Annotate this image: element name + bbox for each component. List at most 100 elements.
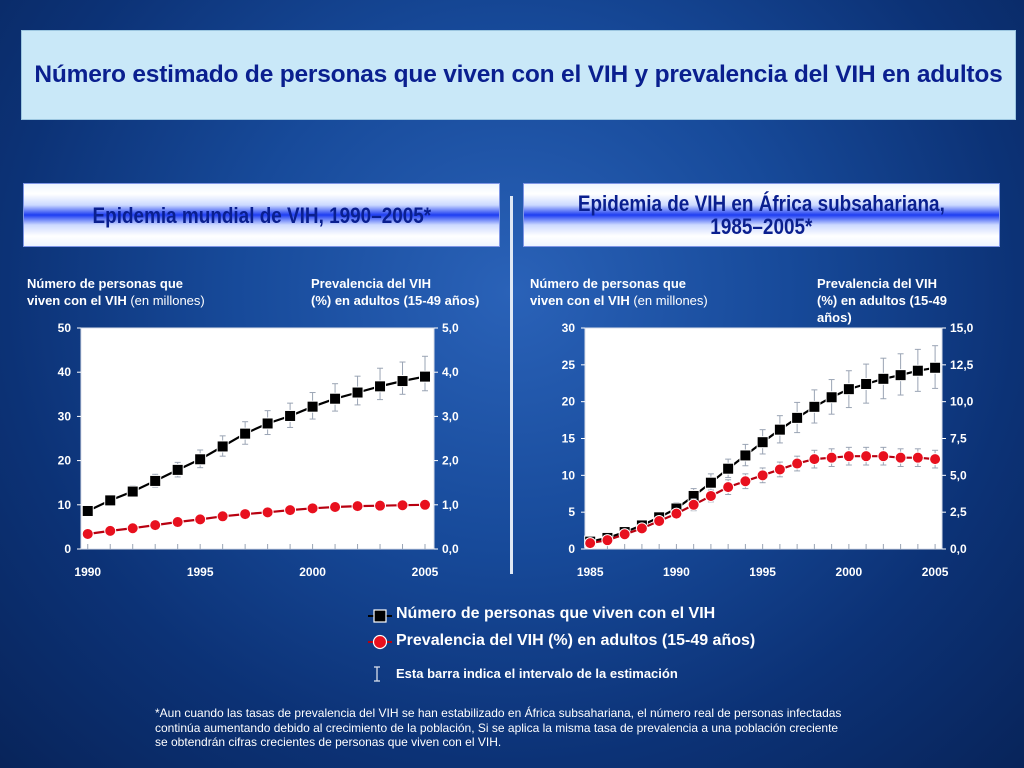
left-people-point — [216, 440, 229, 453]
right-people-point — [704, 476, 717, 489]
right-people-point — [825, 391, 838, 404]
right-x-tick-label: 2005 — [922, 565, 949, 579]
right-prevalence-point — [860, 450, 873, 463]
title-banner: Número estimado de personas que viven co… — [21, 30, 1016, 120]
left-prevalence-point — [396, 499, 409, 512]
left-prevalence-point — [149, 519, 162, 532]
left-people-point — [194, 453, 207, 466]
right-prevalence-point — [791, 457, 804, 470]
left-panel-title: Epidemia mundial de VIH, 1990–2005* — [23, 183, 500, 247]
right-prevalence-point — [670, 507, 683, 520]
right-y-left-tick-label: 5 — [568, 505, 575, 519]
right-y-right-tick-label: 5,0 — [950, 468, 967, 482]
right-y-left-tick-label: 30 — [562, 321, 576, 335]
left-y-right-title-line1: Prevalencia del VIH — [311, 276, 431, 291]
left-y-left-tick-label: 0 — [64, 542, 71, 556]
left-prevalence-line — [87, 503, 426, 536]
right-chart-y-left-title: Número de personas que viven con el VIH … — [530, 275, 708, 309]
legend-circle-marker-icon — [368, 634, 392, 650]
legend-error-bar-icon — [374, 666, 380, 682]
left-y-right-tick-label: 5,0 — [442, 321, 459, 335]
right-prevalence-point — [601, 534, 614, 547]
left-y-left-tick-label: 40 — [58, 365, 72, 379]
right-prevalence-point — [808, 453, 821, 466]
right-prevalence-point — [584, 537, 597, 550]
right-prevalence-point — [704, 489, 717, 502]
left-y-right-tick-label: 4,0 — [442, 365, 459, 379]
right-people-point — [860, 377, 873, 390]
left-y-left-tick-label: 30 — [58, 409, 72, 423]
left-prevalence-point — [216, 510, 229, 523]
right-y-left-title-units: (en millones) — [633, 293, 708, 308]
left-x-tick-label: 1995 — [187, 565, 214, 579]
left-y-right-tick-label: 1,0 — [442, 498, 459, 512]
right-x-tick-label: 1995 — [749, 565, 776, 579]
right-y-right-tick-label: 15,0 — [950, 321, 974, 335]
left-people-point — [104, 494, 117, 507]
right-panel-title-line1: Epidemia de VIH en África subsahariana, — [578, 191, 945, 216]
right-prevalence-point — [911, 451, 924, 464]
left-people-point — [81, 504, 94, 517]
right-y-right-title-line3: años) — [817, 310, 852, 325]
right-panel-title-line2: 1985–2005* — [710, 214, 813, 239]
left-y-right-tick-label: 2,0 — [442, 454, 459, 468]
right-prevalence-point — [756, 469, 769, 482]
left-people-point — [419, 370, 432, 383]
left-y-left-tick-label: 20 — [58, 454, 72, 468]
right-prevalence-point — [687, 498, 700, 511]
left-prevalence-point — [329, 501, 342, 514]
left-people-point — [126, 485, 139, 498]
left-prevalence-point — [194, 513, 207, 526]
left-y-left-title-main: viven con el VIH — [27, 293, 127, 308]
right-y-right-tick-label: 12,5 — [950, 358, 974, 372]
right-y-right-title-line2: (%) en adultos (15-49 — [817, 293, 948, 308]
right-people-point — [739, 449, 752, 462]
right-people-point — [756, 436, 769, 449]
right-prevalence-point — [722, 481, 735, 494]
left-series-people — [81, 355, 432, 517]
right-prevalence-point — [653, 515, 666, 528]
left-chart-y-right-title: Prevalencia del VIH (%) en adultos (15-4… — [311, 275, 479, 309]
left-people-line — [87, 375, 426, 512]
legend-square-marker-icon — [368, 609, 392, 623]
right-panel-title: Epidemia de VIH en África subsahariana, … — [523, 183, 1000, 247]
right-series-prevalence — [584, 446, 942, 550]
right-people-point — [877, 372, 890, 385]
left-y-left-tick-label: 10 — [58, 498, 72, 512]
left-prevalence-point — [81, 527, 94, 540]
left-people-point — [329, 392, 342, 405]
left-y-right-tick-label: 0,0 — [442, 542, 459, 556]
left-prevalence-point — [306, 502, 319, 515]
left-y-right-title-line2: (%) en adultos (15-49 años) — [311, 293, 480, 308]
right-people-point — [773, 423, 786, 436]
right-y-right-title-line1: Prevalencia del VIH — [817, 276, 937, 291]
right-y-left-title-line2: viven con el VIH (en millones) — [530, 292, 708, 309]
right-people-point — [929, 361, 942, 374]
left-prevalence-point — [104, 524, 117, 537]
right-prevalence-point — [929, 453, 942, 466]
right-people-point — [808, 400, 821, 413]
right-people-point — [722, 462, 735, 475]
left-people-point — [261, 417, 274, 430]
right-y-left-tick-label: 10 — [562, 468, 576, 482]
right-y-right-tick-label: 2,5 — [950, 505, 967, 519]
left-x-tick-label: 2000 — [299, 565, 326, 579]
right-prevalence-point — [739, 475, 752, 488]
panel-divider — [510, 196, 513, 574]
right-prevalence-point — [635, 522, 648, 535]
footnote: *Aun cuando las tasas de prevalencia del… — [155, 706, 842, 749]
left-prevalence-point — [126, 522, 139, 535]
left-prevalence-point — [284, 504, 297, 517]
left-panel-title-text: Epidemia mundial de VIH, 1990–2005* — [92, 202, 431, 228]
right-x-tick-label: 2000 — [836, 565, 863, 579]
left-y-left-title-line1: Número de personas que — [27, 276, 184, 291]
right-y-left-title-main: viven con el VIH — [530, 293, 630, 308]
left-prevalence-point — [261, 506, 274, 519]
left-people-point — [351, 386, 364, 399]
right-people-point — [842, 383, 855, 396]
left-people-point — [374, 380, 387, 393]
left-people-point — [239, 427, 252, 440]
right-y-left-tick-label: 0 — [568, 542, 575, 556]
right-people-point — [791, 411, 804, 424]
